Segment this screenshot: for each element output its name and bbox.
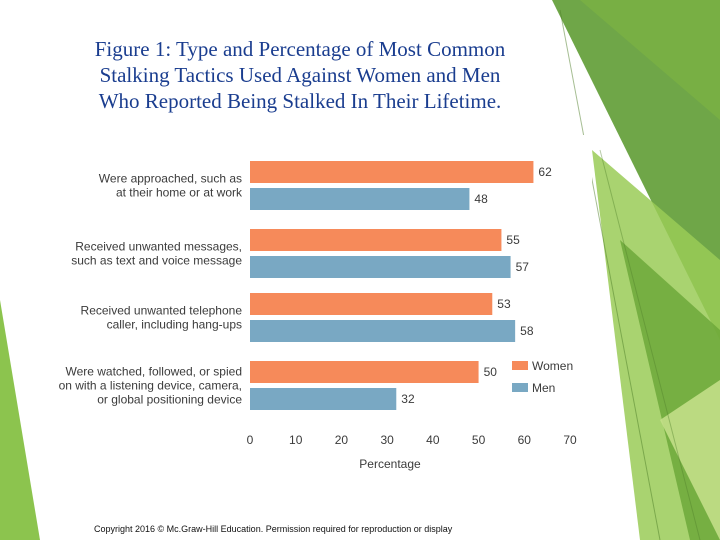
men-bar bbox=[250, 388, 397, 410]
x-tick-label: 40 bbox=[426, 433, 440, 447]
category-label: at their home or at work bbox=[116, 186, 243, 200]
copyright-notice: Copyright 2016 © Mc.Graw-Hill Education.… bbox=[94, 524, 453, 534]
data-label: 53 bbox=[497, 297, 511, 311]
men-bar bbox=[250, 320, 516, 342]
data-label: 62 bbox=[538, 165, 552, 179]
legend-swatch bbox=[512, 361, 528, 370]
data-label: 50 bbox=[484, 365, 498, 379]
slide-title: Figure 1: Type and Percentage of Most Co… bbox=[40, 36, 560, 114]
category-label: Received unwanted telephone bbox=[81, 304, 243, 318]
x-tick-label: 20 bbox=[335, 433, 349, 447]
category-label: Received unwanted messages, bbox=[75, 240, 242, 254]
men-bar bbox=[250, 256, 511, 278]
slide-title-line: Stalking Tactics Used Against Women and … bbox=[99, 63, 501, 87]
chart-panel: Were approached, such as at their home or… bbox=[50, 135, 592, 475]
legend-label: Women bbox=[532, 359, 573, 373]
data-label: 57 bbox=[516, 260, 530, 274]
category-label: Were approached, such as bbox=[99, 172, 242, 186]
x-tick-label: 70 bbox=[563, 433, 577, 447]
data-label: 32 bbox=[401, 392, 415, 406]
women-bar bbox=[250, 361, 479, 383]
data-label: 58 bbox=[520, 324, 534, 338]
women-bar bbox=[250, 161, 534, 183]
slide-title-line: Figure 1: Type and Percentage of Most Co… bbox=[94, 37, 506, 61]
slide-title-line: Who Reported Being Stalked In Their Life… bbox=[98, 89, 502, 113]
women-bar bbox=[250, 229, 502, 251]
x-tick-label: 10 bbox=[289, 433, 303, 447]
x-tick-label: 30 bbox=[380, 433, 394, 447]
x-tick-label: 0 bbox=[247, 433, 254, 447]
category-label: on with a listening device, camera, bbox=[59, 379, 242, 393]
x-tick-label: 50 bbox=[472, 433, 486, 447]
legend-label: Men bbox=[532, 381, 555, 395]
category-label: caller, including hang-ups bbox=[107, 318, 242, 332]
x-tick-label: 60 bbox=[518, 433, 532, 447]
category-label: or global positioning device bbox=[97, 393, 242, 407]
x-axis-label: Percentage bbox=[359, 457, 421, 471]
data-label: 48 bbox=[474, 192, 488, 206]
category-label: such as text and voice message bbox=[71, 254, 242, 268]
data-label: 55 bbox=[506, 233, 520, 247]
legend-swatch bbox=[512, 383, 528, 392]
men-bar bbox=[250, 188, 470, 210]
women-bar bbox=[250, 293, 493, 315]
category-label: Were watched, followed, or spied bbox=[65, 365, 242, 379]
